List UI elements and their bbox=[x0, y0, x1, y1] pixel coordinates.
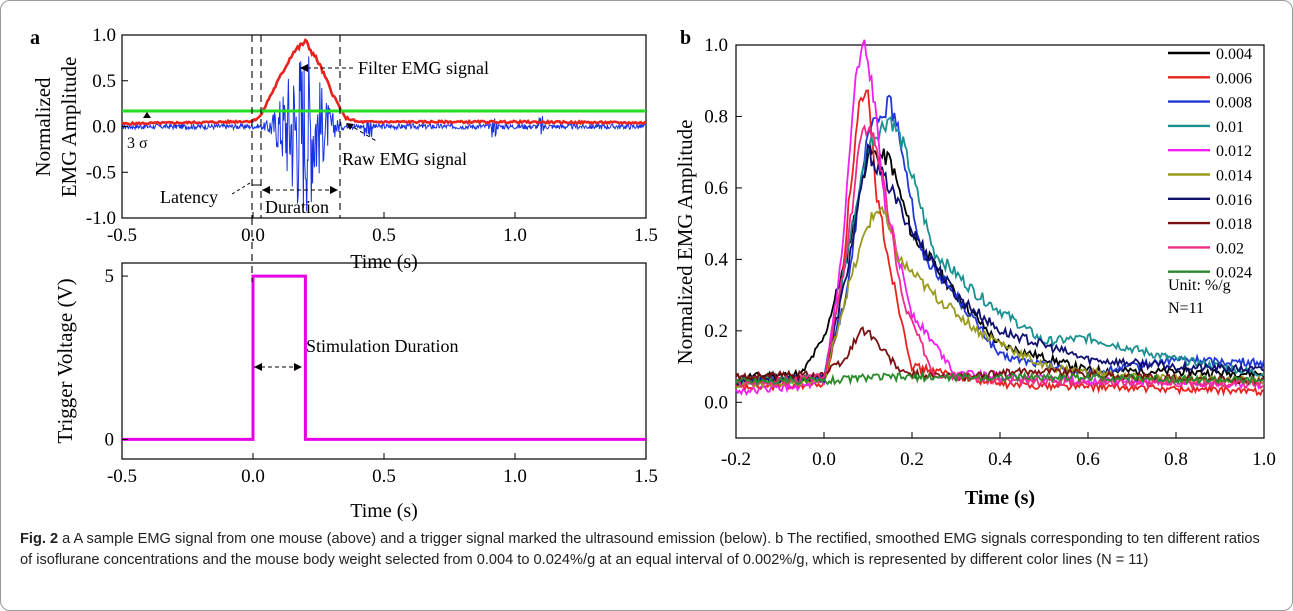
series-line-0.004 bbox=[735, 144, 1265, 382]
panel-b-x-tick-label: 0.0 bbox=[812, 449, 836, 470]
emg-y-tick-label: 0.5 bbox=[92, 71, 116, 92]
legend-label-0.012: 0.012 bbox=[1216, 143, 1252, 160]
trigger-y-tick-label: 0 bbox=[105, 429, 115, 450]
emg-x-tick-label: 1.5 bbox=[634, 225, 658, 246]
duration-label: Duration bbox=[265, 197, 329, 217]
caption-text: a A sample EMG signal from one mouse (ab… bbox=[20, 531, 1260, 568]
trigger-plot-frame bbox=[121, 262, 647, 460]
latency-pointer bbox=[231, 182, 251, 195]
panel-b-y-tick-label: 0.0 bbox=[704, 392, 728, 413]
emg-x-tick-label: 0.0 bbox=[241, 225, 265, 246]
trigger-y-tick-label: 5 bbox=[105, 266, 115, 287]
legend-label-0.014: 0.014 bbox=[1216, 168, 1252, 185]
stim-arrow-left bbox=[254, 363, 262, 371]
duration-arrow-right bbox=[330, 186, 338, 194]
concentration-emg-chart: -0.2 0.0 0.2 0.4 0.6 0.8 1.0 0.0 0.2 0.4 0.6 0.8 1.0… bbox=[673, 35, 1276, 509]
panel-b-axis-ticks: -0.2 0.0 0.2 0.4 0.6 0.8 1.0 0.0 0.2 0.4 0.6 0.8 1.0 bbox=[704, 35, 1276, 470]
trigger-x-tick-label: 0.5 bbox=[372, 466, 396, 487]
sigma-label: 3 σ bbox=[127, 135, 148, 152]
series-line-0.008 bbox=[735, 94, 1265, 387]
series-line-0.024 bbox=[735, 370, 1265, 387]
legend-label-0.01: 0.01 bbox=[1216, 119, 1244, 136]
emg-signal-chart: -0.5 0.0 0.5 1.0 1.51.00.50.0-0.5-1.0 Normal… bbox=[31, 25, 658, 273]
emg-ylabel-line2: EMG Amplitude bbox=[57, 57, 81, 198]
emg-y-tick-label: 0.0 bbox=[92, 117, 116, 138]
panel-a-letter: a bbox=[30, 27, 40, 49]
trigger-x-tick-label: -0.5 bbox=[107, 466, 137, 487]
panel-b-series-group bbox=[735, 39, 1265, 397]
sigma-arrow bbox=[143, 112, 151, 118]
emg-axis-ticks: -0.5 0.0 0.5 1.0 1.51.00.50.0-0.5-1.0 bbox=[86, 25, 658, 246]
trigger-series bbox=[122, 274, 646, 441]
legend-label-0.024: 0.024 bbox=[1216, 265, 1252, 282]
filter-emg-label: Filter EMG signal bbox=[358, 58, 489, 78]
trigger-line bbox=[122, 274, 646, 441]
legend-label-0.004: 0.004 bbox=[1216, 46, 1252, 63]
panel-b-x-tick-label: 0.4 bbox=[988, 449, 1012, 470]
figure-canvas: a b -0.5 0.0 0.5 1.0 1.51.00.50.0-0.5-1.0 No… bbox=[30, 25, 1276, 522]
latency-label: Latency bbox=[160, 187, 218, 207]
trigger-axis-ticks: -0.5 0.0 0.5 1.0 1.5 5 0 bbox=[105, 266, 658, 487]
legend-label-0.016: 0.016 bbox=[1216, 192, 1252, 209]
panel-b-y-tick-label: 0.6 bbox=[704, 178, 728, 199]
trigger-xlabel: Time (s) bbox=[350, 500, 418, 522]
panel-b-x-tick-label: 1.0 bbox=[1252, 449, 1276, 470]
raw-annotation-line bbox=[347, 123, 379, 143]
emg-y-tick-label: 1.0 bbox=[92, 25, 116, 46]
raw-emg-series bbox=[121, 56, 647, 212]
panel-b-xlabel: Time (s) bbox=[965, 487, 1035, 509]
filter-annotation-arrow bbox=[300, 64, 308, 72]
emg-x-tick-label: 0.5 bbox=[372, 225, 396, 246]
caption-label: Fig. 2 bbox=[20, 531, 59, 547]
emg-ylabel-line1: Normalized bbox=[31, 77, 55, 177]
raw-emg-label: Raw EMG signal bbox=[342, 149, 467, 169]
trigger-ylabel: Trigger Voltage (V) bbox=[53, 278, 77, 443]
panel-b-letter: b bbox=[680, 27, 691, 49]
panel-b-x-tick-label: 0.6 bbox=[1076, 449, 1100, 470]
trigger-x-tick-label: 1.5 bbox=[634, 466, 658, 487]
panel-b-x-tick-label: 0.2 bbox=[900, 449, 924, 470]
panel-b-y-tick-label: 0.4 bbox=[704, 249, 728, 270]
emg-x-tick-label: 1.0 bbox=[503, 225, 527, 246]
figure-caption: Fig. 2 a A sample EMG signal from one mo… bbox=[20, 529, 1275, 571]
unit-note: Unit: %/g bbox=[1168, 277, 1231, 294]
series-line-0.02 bbox=[735, 123, 1265, 390]
panel-b-y-tick-label: 1.0 bbox=[704, 35, 728, 56]
panel-b-legend: 0.004 0.006 0.008 0.01 0.012 0.014 0.016 0.018 0… bbox=[1168, 46, 1252, 282]
panel-b-ylabel: Normalized EMG Amplitude bbox=[673, 120, 697, 365]
raw-emg-line bbox=[121, 56, 647, 212]
stim-arrow-right bbox=[294, 363, 302, 371]
panel-b-y-tick-label: 0.2 bbox=[704, 321, 728, 342]
n-note: N=11 bbox=[1168, 300, 1204, 317]
series-line-0.01 bbox=[735, 115, 1265, 387]
emg-y-tick-label: -0.5 bbox=[86, 162, 116, 183]
emg-y-tick-label: -1.0 bbox=[86, 208, 116, 229]
trigger-x-tick-label: 1.0 bbox=[503, 466, 527, 487]
legend-label-0.006: 0.006 bbox=[1216, 70, 1252, 87]
panel-b-x-tick-label: 0.8 bbox=[1164, 449, 1188, 470]
raw-annotation-arrow bbox=[346, 123, 354, 130]
filter-emg-series bbox=[121, 37, 647, 126]
duration-arrow-left bbox=[262, 186, 270, 194]
trigger-voltage-chart: -0.5 0.0 0.5 1.0 1.5 5 0 Trigger Voltage (V) T… bbox=[53, 218, 658, 522]
filter-emg-line bbox=[121, 37, 647, 126]
emg-x-tick-label: -0.5 bbox=[107, 225, 137, 246]
panel-b-y-tick-label: 0.8 bbox=[704, 106, 728, 127]
panel-b-x-tick-label: -0.2 bbox=[721, 449, 751, 470]
legend-label-0.008: 0.008 bbox=[1216, 95, 1252, 112]
emg-xlabel: Time (s) bbox=[350, 251, 418, 273]
legend-label-0.018: 0.018 bbox=[1216, 216, 1252, 233]
legend-label-0.02: 0.02 bbox=[1216, 240, 1244, 257]
stim-duration-label: Stimulation Duration bbox=[306, 336, 459, 356]
trigger-x-tick-label: 0.0 bbox=[241, 466, 265, 487]
